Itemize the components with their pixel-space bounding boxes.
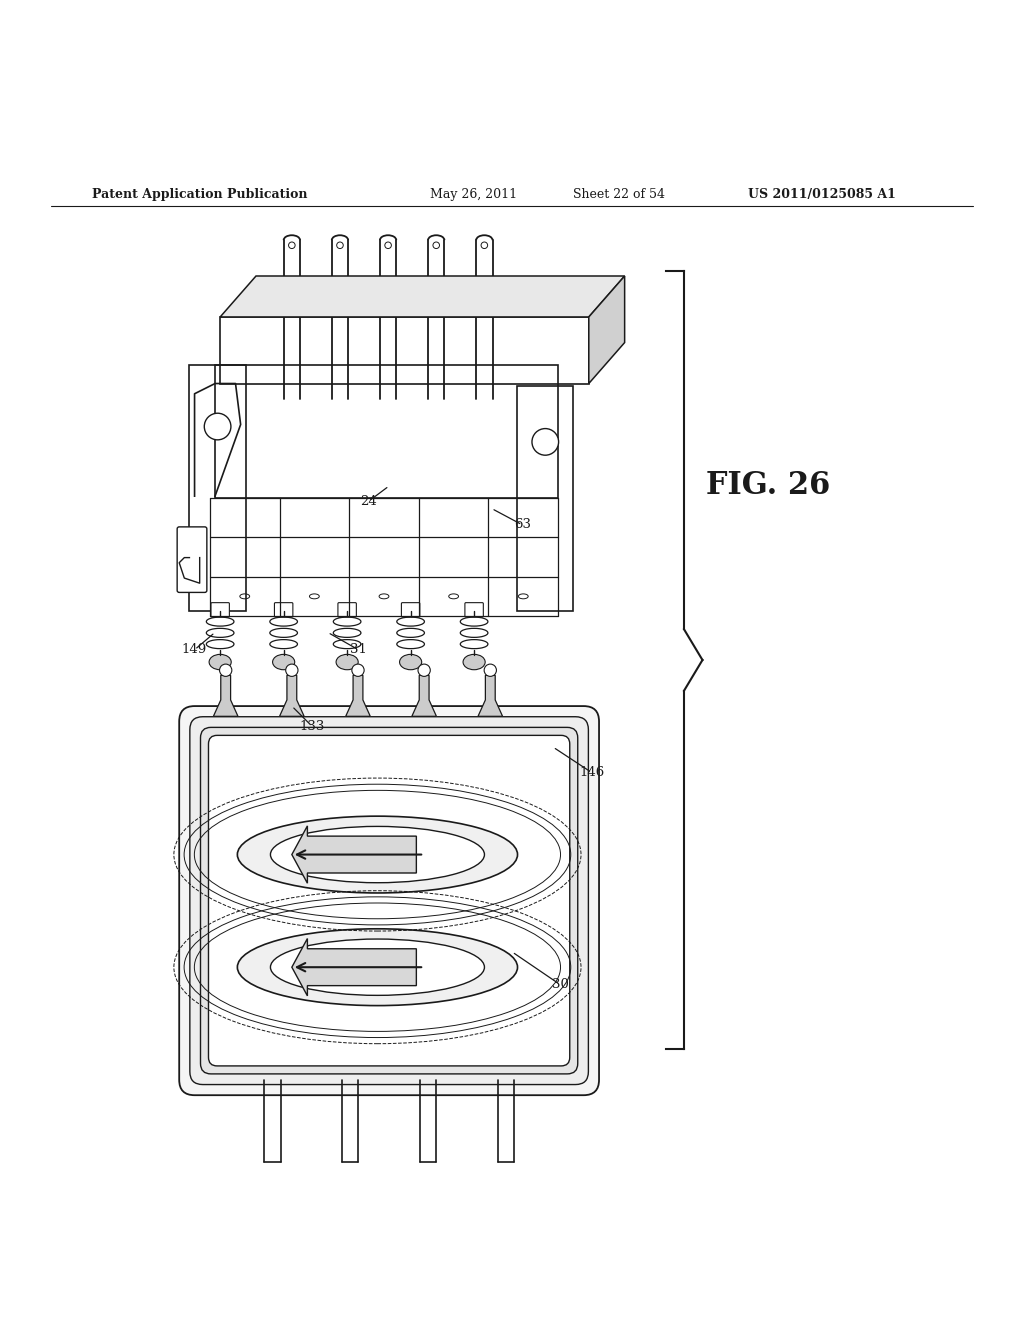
Circle shape [418, 664, 430, 676]
Ellipse shape [270, 826, 484, 883]
Polygon shape [280, 676, 304, 717]
Circle shape [286, 664, 298, 676]
Text: 133: 133 [300, 721, 325, 733]
Circle shape [433, 242, 439, 248]
Ellipse shape [209, 655, 231, 669]
FancyBboxPatch shape [465, 603, 483, 616]
Circle shape [204, 413, 231, 440]
Ellipse shape [463, 655, 485, 669]
Circle shape [484, 664, 497, 676]
Polygon shape [213, 676, 238, 717]
Ellipse shape [309, 594, 319, 599]
Text: 146: 146 [580, 766, 604, 779]
Text: Patent Application Publication: Patent Application Publication [92, 187, 307, 201]
Ellipse shape [238, 816, 517, 892]
Ellipse shape [270, 939, 484, 995]
Bar [220, 317, 589, 384]
FancyBboxPatch shape [211, 603, 229, 616]
Polygon shape [589, 276, 625, 384]
Ellipse shape [272, 655, 295, 669]
Text: Sheet 22 of 54: Sheet 22 of 54 [573, 187, 666, 201]
Polygon shape [346, 676, 371, 717]
Text: US 2011/0125085 A1: US 2011/0125085 A1 [748, 187, 895, 201]
Polygon shape [292, 826, 417, 883]
Text: May 26, 2011: May 26, 2011 [430, 187, 517, 201]
FancyBboxPatch shape [177, 527, 207, 593]
Bar [517, 385, 573, 611]
Text: 24: 24 [360, 495, 377, 508]
Text: 31: 31 [350, 643, 367, 656]
Circle shape [337, 242, 343, 248]
Ellipse shape [336, 655, 358, 669]
FancyBboxPatch shape [209, 735, 569, 1067]
Text: FIG. 26: FIG. 26 [706, 470, 830, 502]
FancyBboxPatch shape [201, 727, 578, 1074]
Bar [215, 366, 558, 498]
Ellipse shape [399, 655, 422, 669]
Circle shape [289, 242, 295, 248]
Ellipse shape [240, 594, 250, 599]
Circle shape [385, 242, 391, 248]
Polygon shape [292, 939, 417, 995]
FancyBboxPatch shape [338, 603, 356, 616]
Ellipse shape [379, 594, 389, 599]
Polygon shape [478, 676, 503, 717]
Polygon shape [220, 276, 625, 317]
Text: 149: 149 [182, 643, 207, 656]
Circle shape [481, 242, 487, 248]
Ellipse shape [238, 929, 517, 1006]
Circle shape [352, 664, 365, 676]
Ellipse shape [518, 594, 528, 599]
Bar [189, 366, 246, 611]
FancyBboxPatch shape [189, 717, 589, 1085]
Text: 63: 63 [514, 519, 530, 532]
Text: 30: 30 [552, 978, 568, 991]
Polygon shape [412, 676, 436, 717]
Ellipse shape [449, 594, 459, 599]
FancyBboxPatch shape [179, 706, 599, 1096]
FancyBboxPatch shape [401, 603, 420, 616]
Circle shape [219, 664, 231, 676]
Circle shape [532, 429, 559, 455]
FancyBboxPatch shape [274, 603, 293, 616]
